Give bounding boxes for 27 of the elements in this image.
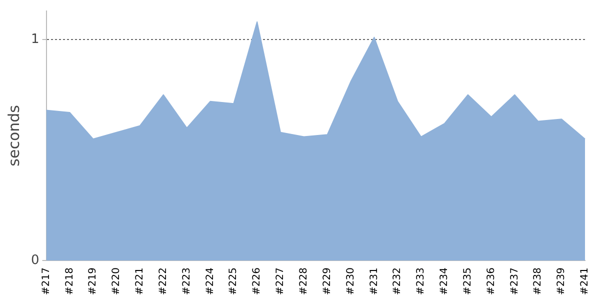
x-tick-label: #226: [252, 268, 263, 296]
x-tick-label: #230: [345, 268, 356, 296]
x-tick-label: #227: [275, 268, 286, 296]
x-tick-label: #218: [64, 268, 76, 296]
x-tick-label: #220: [111, 268, 122, 296]
x-tick-label: #235: [462, 268, 474, 296]
x-tick-label: #222: [158, 268, 169, 296]
x-tick-label: #234: [439, 268, 450, 296]
x-tick-label: #224: [204, 268, 216, 296]
x-tick-label: #221: [134, 268, 146, 296]
x-tick-label: #232: [392, 268, 404, 296]
x-tick-label: #228: [298, 268, 310, 296]
x-tick-label: #236: [486, 268, 497, 296]
y-tick-label: 0: [30, 252, 40, 268]
x-tick-label: #237: [509, 268, 520, 296]
x-tick-label: #233: [416, 268, 427, 296]
y-tick-label: 1: [30, 32, 40, 47]
x-tick-label: #223: [181, 268, 192, 296]
x-tick-label: #231: [368, 268, 380, 296]
x-tick-label: #238: [532, 268, 544, 296]
x-tick-label: #219: [88, 268, 99, 296]
x-tick-label: #229: [322, 268, 333, 296]
x-tick-label: #239: [556, 268, 568, 296]
y-axis-title: seconds: [4, 104, 23, 166]
x-tick-label: #225: [228, 268, 240, 296]
x-tick-label: #217: [40, 268, 52, 296]
x-tick-label: #241: [580, 268, 591, 296]
